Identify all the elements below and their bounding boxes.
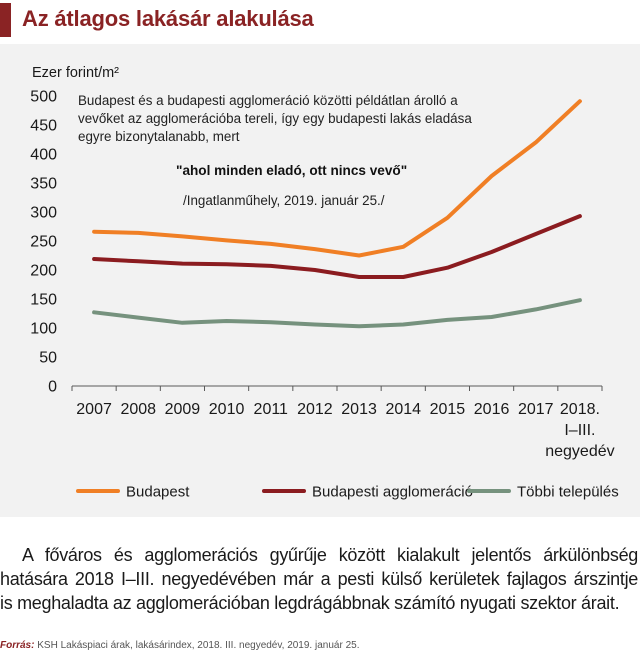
y-tick-label: 100 — [30, 321, 57, 338]
y-tick-label: 450 — [30, 118, 57, 135]
x-tick-label: 2007 — [76, 401, 112, 418]
x-tick-label: 2009 — [165, 401, 201, 418]
body-line: hatására 2018 I–III. negyedévében már a … — [0, 569, 638, 589]
x-tick-label: 2010 — [209, 401, 245, 418]
chart-annotation: Budapest és a budapesti agglomeráció köz… — [78, 93, 472, 208]
y-tick-label: 50 — [39, 350, 57, 367]
y-tick-label: 300 — [30, 205, 57, 222]
line-chart: Budapest és a budapesti agglomeráció köz… — [30, 65, 619, 501]
x-tick-label: 2012 — [297, 401, 333, 418]
x-tick-label: 2015 — [430, 401, 466, 418]
series-line — [92, 99, 582, 258]
chart-legend: Budapest Budapesti agglomeráció Többi tele… — [76, 484, 619, 501]
x-tick-label: 2008 — [120, 401, 156, 418]
y-tick-label: 400 — [30, 147, 57, 164]
y-tick-label: 250 — [30, 234, 57, 251]
legend-label: Budapesti agglomeráció — [312, 484, 473, 501]
annotation-line: vevőket az agglomerációba tereli, így eg… — [78, 111, 472, 126]
source-text: KSH Lakáspiaci árak, lakásárindex, 2018.… — [34, 640, 360, 651]
x-tick-label: I–III. — [564, 422, 595, 439]
body-line: A főváros és agglomerációs gyűrűje közöt… — [22, 545, 638, 565]
x-tick-label: 2018. — [560, 401, 600, 418]
x-tick-label: 2011 — [254, 401, 289, 418]
annotation-citation: /Ingatlanműhely, 2019. január 25./ — [183, 193, 385, 208]
legend-label: Budapest — [126, 484, 190, 501]
annotation-quote: "ahol minden eladó, ott nincs vevő" — [176, 163, 407, 178]
body-paragraph: A főváros és agglomerációs gyűrűje közöt… — [0, 543, 638, 615]
y-tick-label: 350 — [30, 176, 57, 193]
y-axis-label: Ezer forint/m² — [32, 65, 119, 81]
y-tick-label: 150 — [30, 292, 57, 309]
plot-area — [92, 99, 582, 329]
annotation-line: egyre bizonytalanabb, mert — [78, 129, 240, 144]
x-tick-label: 2016 — [474, 401, 510, 418]
title-bar: Az átlagos lakásár alakulása — [0, 0, 640, 44]
x-tick-label: 2017 — [518, 401, 554, 418]
y-tick-label: 0 — [48, 379, 57, 396]
body-line: is meghaladta az agglomerációban legdrág… — [0, 593, 620, 613]
chart-title: Az átlagos lakásár alakulása — [22, 6, 314, 31]
title-accent-bar — [0, 3, 11, 37]
series-line — [92, 214, 582, 279]
y-tick-label: 200 — [30, 263, 57, 280]
x-tick-label: 2013 — [341, 401, 377, 418]
chart-axes: Ezer forint/m² 0 50 100 150 200 250 300 350 400 45… — [30, 65, 614, 460]
x-tick-label: negyedév — [545, 443, 614, 460]
y-tick-label: 500 — [30, 89, 57, 106]
annotation-line: Budapest és a budapesti agglomeráció köz… — [78, 93, 458, 108]
series-line — [92, 298, 582, 329]
source-note: Forrás: KSH Lakáspiaci árak, lakásárinde… — [0, 640, 359, 651]
source-label: Forrás: — [0, 640, 35, 651]
legend-label: Többi település — [517, 484, 619, 501]
x-tick-label: 2014 — [385, 401, 421, 418]
